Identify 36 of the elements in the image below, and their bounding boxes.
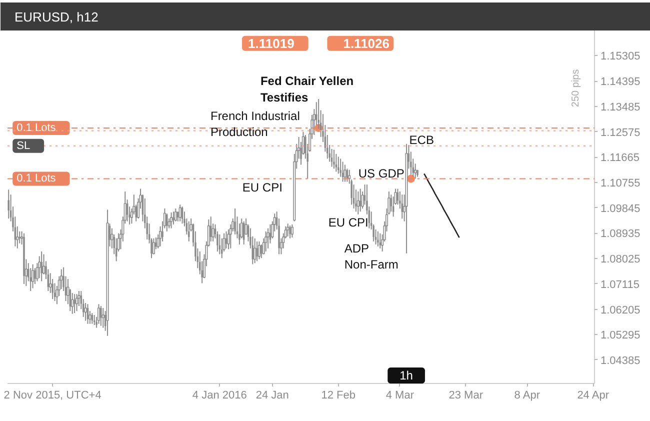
y-tick-label: 1.04385 — [600, 354, 640, 367]
ref-line-label: SL — [16, 140, 30, 152]
x-tick-label: 8 Apr — [514, 390, 540, 402]
x-tick-label: 24 Apr — [577, 390, 610, 402]
y-tick-label: 1.10755 — [600, 177, 640, 190]
annotation: ADP Non-Farm — [344, 241, 398, 272]
y-tick-label: 1.08935 — [600, 228, 640, 240]
ref-line-label: 0.1 Lots — [16, 172, 56, 185]
annotation: 1.11026 — [343, 36, 390, 51]
annotation: US GDP — [358, 166, 404, 181]
annotation: 250 pips — [570, 69, 582, 108]
annotation: Fed Chair Yellen Testifies — [260, 74, 354, 104]
y-tick-label: 1.09845 — [600, 202, 640, 215]
x-tick-label: 4 Mar — [386, 390, 414, 402]
annotation: 1h — [400, 368, 413, 383]
y-tick-label: 1.11665 — [600, 152, 640, 164]
y-tick-label: 1.14395 — [600, 76, 640, 88]
y-tick-label: 1.05295 — [600, 330, 640, 342]
y-tick-label: 1.06205 — [600, 304, 640, 316]
x-tick-label: 12 Feb — [321, 390, 356, 402]
y-tick-label: 1.08025 — [600, 254, 640, 266]
x-tick-label: 4 Jan 2016 — [192, 390, 247, 402]
annotation: 1.11019 — [248, 36, 294, 51]
ref-line-label: 0.1 Lots — [16, 122, 56, 134]
x-tick-label: 23 Mar — [448, 390, 484, 402]
annotation: ECB — [409, 132, 434, 147]
annotation: French Industrial Production — [210, 109, 300, 140]
chart-title: EURUSD, h12 — [14, 10, 98, 24]
y-tick-label: 1.15305 — [600, 50, 640, 63]
annotation: EU CPI — [242, 180, 282, 195]
x-tick-label: 2 Nov 2015, UTC+4 — [4, 390, 102, 402]
y-tick-label: 1.07115 — [600, 278, 640, 291]
y-tick-label: 1.12575 — [600, 126, 640, 139]
annotation: EU CPI — [328, 215, 368, 230]
x-tick-label: 24 Jan — [256, 390, 289, 402]
y-tick-label: 1.13485 — [600, 101, 640, 114]
